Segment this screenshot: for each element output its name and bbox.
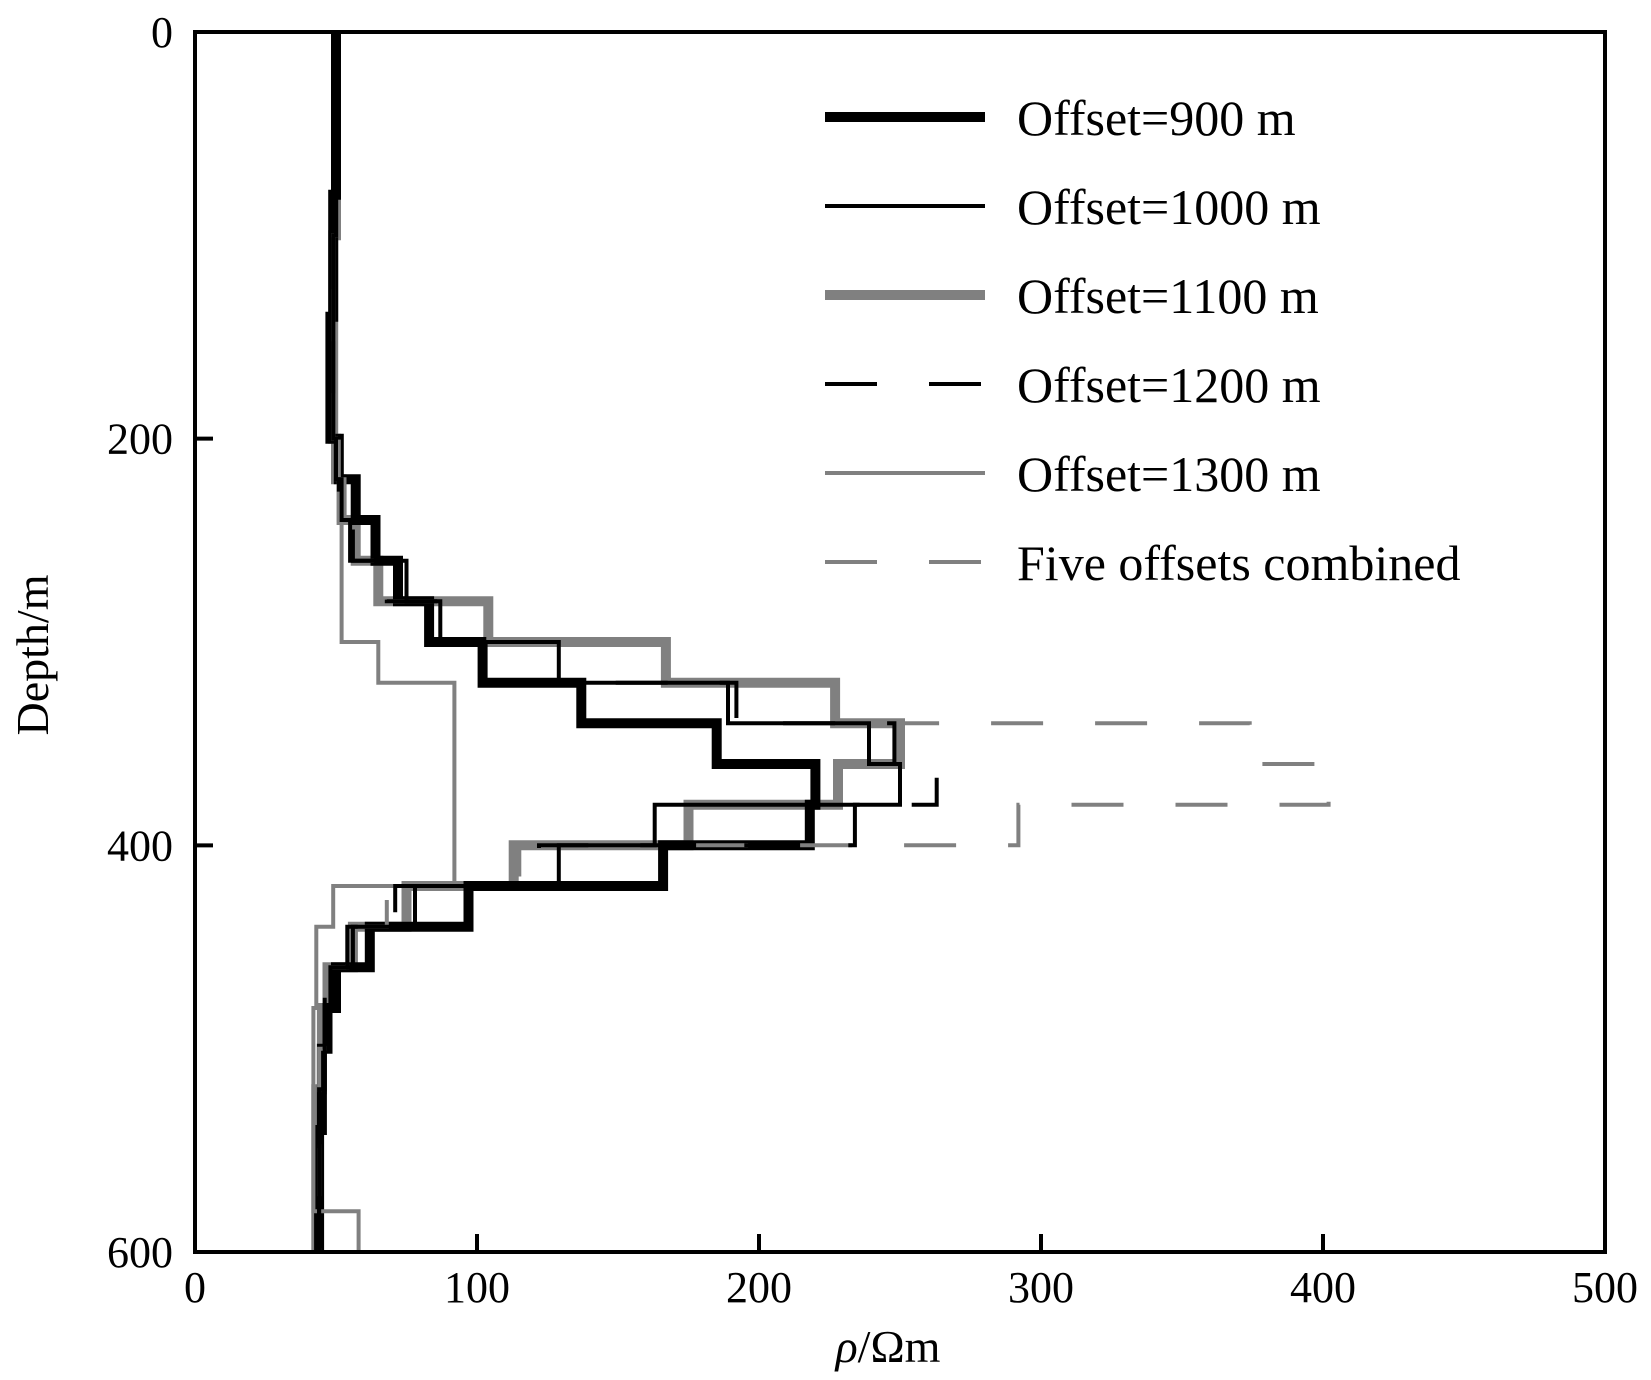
- legend-label: Offset=1100 m: [1017, 268, 1319, 324]
- legend: Offset=900 m Offset=1000 m Offset=1100 m Of…: [825, 90, 1460, 591]
- legend-label: Offset=900 m: [1017, 90, 1296, 146]
- series-layer: [311, 32, 1331, 1252]
- plot-frame: [193, 30, 1607, 1254]
- x-tick-label: 100: [444, 1263, 510, 1312]
- plot-border: [193, 30, 1607, 1254]
- y-tick-label: 400: [107, 821, 173, 870]
- x-axis-label: ρ/Ωm: [834, 1321, 941, 1372]
- y-tick-label: 200: [107, 415, 173, 464]
- x-tick-label: 300: [1008, 1263, 1074, 1312]
- x-tick-label: 200: [726, 1263, 792, 1312]
- x-axis-label-symbol: ρ: [834, 1321, 858, 1372]
- series-line-3: [311, 32, 905, 1252]
- legend-label: Offset=1200 m: [1017, 357, 1321, 413]
- legend-label: Offset=1000 m: [1017, 179, 1321, 235]
- legend-label: Offset=1300 m: [1017, 446, 1321, 502]
- x-tick-label: 500: [1572, 1263, 1638, 1312]
- tick-layer: 0 100 200 300 400 500 0 200 400 600: [107, 8, 1638, 1312]
- series-line-2: [317, 32, 902, 1252]
- legend-label: Five offsets combined: [1017, 535, 1460, 591]
- x-axis-label-unit: /Ωm: [858, 1321, 941, 1372]
- y-tick-label: 0: [151, 8, 173, 57]
- x-tick-label: 0: [184, 1263, 206, 1312]
- y-tick-label: 600: [107, 1228, 173, 1277]
- y-axis-label: Depth/m: [7, 574, 58, 735]
- x-tick-label: 400: [1290, 1263, 1356, 1312]
